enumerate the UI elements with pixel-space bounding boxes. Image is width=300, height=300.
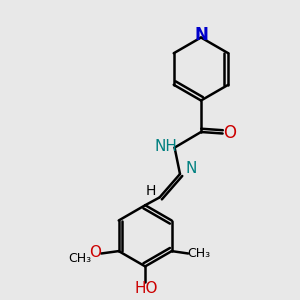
Text: CH₃: CH₃ — [69, 252, 92, 266]
Text: H: H — [146, 184, 156, 198]
Text: CH₃: CH₃ — [187, 247, 210, 260]
Text: HO: HO — [134, 281, 158, 296]
Text: NH: NH — [155, 139, 178, 154]
Text: N: N — [186, 161, 197, 176]
Text: O: O — [89, 245, 101, 260]
Text: N: N — [195, 26, 208, 44]
Text: O: O — [223, 124, 236, 142]
